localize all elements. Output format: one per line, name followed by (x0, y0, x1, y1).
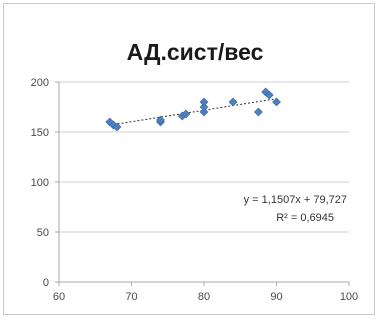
gridlines (59, 81, 349, 233)
data-point (199, 102, 209, 112)
x-tick-label: 60 (53, 291, 65, 303)
data-point (181, 109, 191, 119)
x-tick-label: 70 (125, 291, 137, 303)
trendline-annotation: y = 1,1507x + 79,727 R² = 0,6945 (244, 194, 347, 224)
r-squared-label: R² = 0,6945 (276, 212, 334, 224)
chart-area: АД.сист/вес 0 50 100 150 200 60 70 80 90 100 y = … (3, 3, 375, 315)
x-tick-label: 100 (340, 291, 358, 303)
data-points (105, 87, 281, 132)
data-point (228, 97, 238, 107)
linear-trendline (109, 98, 277, 126)
data-point (156, 115, 165, 125)
y-tick-label: 150 (31, 127, 49, 139)
y-tick-label: 50 (37, 227, 49, 239)
trendline-equation: y = 1,1507x + 79,727 (244, 194, 347, 206)
x-tick-label: 90 (270, 291, 282, 303)
data-point (253, 107, 263, 117)
data-point (272, 97, 281, 107)
scatter-chart: АД.сист/вес 0 50 100 150 200 60 70 80 90 100 y = … (31, 39, 359, 303)
x-tick-label: 80 (198, 291, 210, 303)
trendline (109, 98, 277, 126)
data-point (199, 97, 209, 107)
y-tick-label: 0 (43, 277, 49, 289)
data-point (199, 107, 209, 117)
y-tick-label: 200 (31, 77, 49, 89)
axes: 0 50 100 150 200 60 70 80 90 100 (31, 77, 359, 303)
data-point (264, 90, 274, 100)
y-tick-label: 100 (31, 177, 49, 189)
chart-title: АД.сист/вес (127, 39, 264, 65)
data-point (112, 122, 122, 132)
